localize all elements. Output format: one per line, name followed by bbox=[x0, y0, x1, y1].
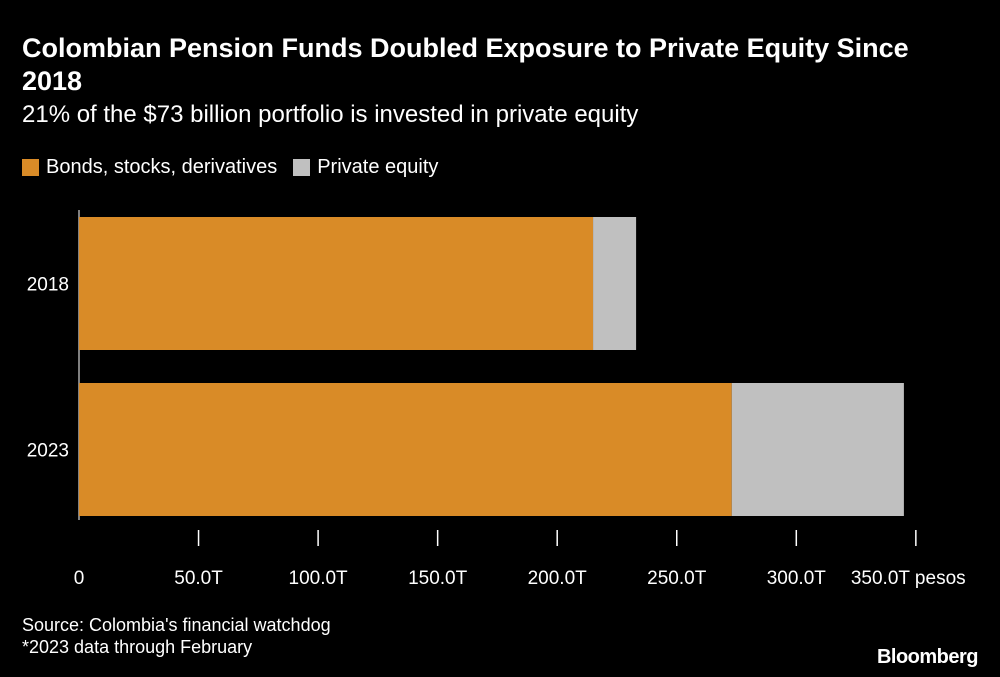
chart-subtitle: 21% of the $73 billion portfolio is inve… bbox=[22, 101, 639, 128]
x-tick-label-7: 350.0T pesos bbox=[851, 568, 966, 589]
y-tick-label-2023: 2023 bbox=[27, 441, 69, 462]
bar-2018-bonds bbox=[79, 217, 594, 350]
bar-2023-private-equity bbox=[731, 383, 904, 516]
bloomberg-logo: Bloomberg bbox=[876, 646, 979, 668]
legend-label-bonds: Bonds, stocks, derivatives bbox=[46, 155, 278, 178]
x-tick-label-5: 250.0T bbox=[647, 568, 707, 589]
y-tick-label-2018: 2018 bbox=[27, 275, 69, 296]
source-note: Source: Colombia's financial watchdog bbox=[22, 615, 331, 635]
x-tick-label-1: 50.0T bbox=[174, 568, 223, 589]
x-tick-label-3: 150.0T bbox=[408, 568, 468, 589]
x-tick-label-4: 200.0T bbox=[528, 568, 588, 589]
legend-item-bonds: Bonds, stocks, derivatives bbox=[22, 156, 277, 179]
footer: Source: Colombia's financial watchdog *2… bbox=[22, 614, 331, 658]
bar-2023-bonds bbox=[79, 383, 732, 516]
chart-title: Colombian Pension Funds Doubled Exposure… bbox=[22, 33, 909, 96]
x-tick-label-0: 0 bbox=[74, 568, 85, 589]
legend-item-private-equity: Private equity bbox=[293, 156, 438, 179]
bar-2018-private-equity bbox=[593, 217, 637, 350]
legend: Bonds, stocks, derivatives Private equit… bbox=[22, 155, 454, 179]
data-note: *2023 data through February bbox=[22, 637, 253, 657]
legend-label-private-equity: Private equity bbox=[317, 155, 439, 178]
legend-swatch-private-equity bbox=[293, 158, 311, 176]
x-tick-label-6: 300.0T bbox=[767, 568, 827, 589]
x-tick-label-2: 100.0T bbox=[289, 568, 349, 589]
legend-swatch-bonds bbox=[22, 158, 39, 176]
bar-chart: 2018 2023 0 50.0T 100.0T 150.0T 200.0T 250.0T 30… bbox=[27, 210, 966, 589]
